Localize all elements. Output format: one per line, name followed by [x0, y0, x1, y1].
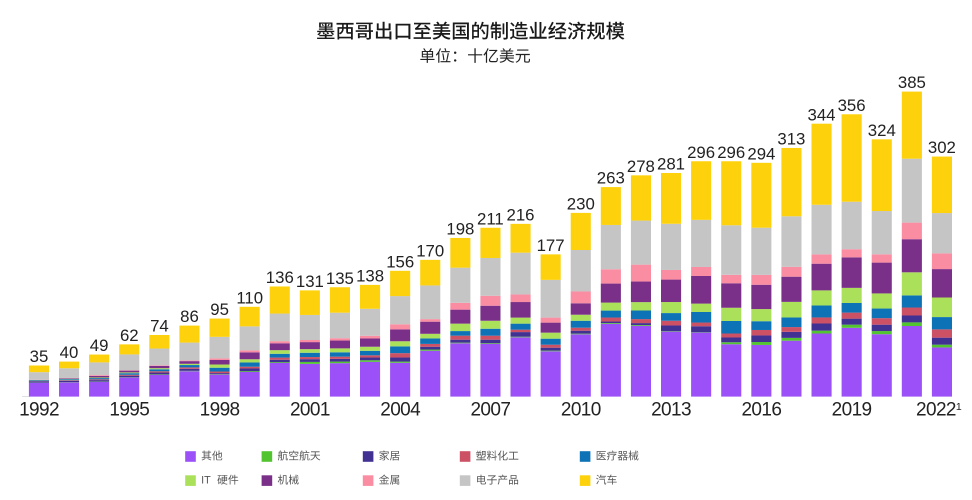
svg-text:138: 138 [356, 267, 384, 286]
svg-text:230: 230 [567, 195, 595, 214]
svg-text:211: 211 [477, 209, 504, 228]
svg-text:296: 296 [687, 143, 715, 162]
svg-text:136: 136 [266, 268, 294, 287]
svg-text:313: 313 [777, 130, 805, 149]
svg-text:177: 177 [537, 236, 565, 255]
svg-text:2013: 2013 [651, 400, 691, 421]
svg-text:110: 110 [236, 288, 263, 307]
svg-text:131: 131 [296, 272, 324, 291]
svg-text:198: 198 [446, 220, 474, 239]
svg-text:1998: 1998 [200, 400, 240, 421]
svg-text:302: 302 [928, 138, 956, 157]
svg-text:2010: 2010 [561, 400, 601, 421]
svg-text:40: 40 [60, 343, 79, 362]
svg-text:356: 356 [838, 96, 866, 115]
svg-text:20221: 20221 [916, 400, 962, 421]
svg-text:278: 278 [627, 157, 655, 176]
svg-text:324: 324 [868, 121, 896, 140]
svg-text:170: 170 [416, 242, 444, 261]
svg-text:2016: 2016 [741, 400, 781, 421]
svg-text:49: 49 [90, 336, 109, 355]
svg-text:294: 294 [747, 144, 775, 163]
svg-text:IT: IT [201, 475, 211, 487]
svg-text:74: 74 [150, 317, 169, 336]
svg-text:135: 135 [326, 269, 354, 288]
svg-text:2019: 2019 [832, 400, 872, 421]
svg-text:1995: 1995 [109, 400, 149, 421]
svg-text:344: 344 [808, 105, 836, 124]
svg-text:35: 35 [30, 347, 49, 366]
svg-text:95: 95 [210, 300, 229, 319]
svg-text:86: 86 [180, 307, 199, 326]
svg-text:2001: 2001 [290, 400, 330, 421]
svg-text:156: 156 [386, 252, 414, 271]
svg-text:296: 296 [717, 143, 745, 162]
svg-text:216: 216 [507, 206, 535, 225]
svg-text:281: 281 [657, 155, 685, 174]
svg-text:385: 385 [898, 73, 926, 92]
svg-text:1992: 1992 [19, 400, 59, 421]
svg-text:2007: 2007 [470, 400, 510, 421]
svg-text:62: 62 [120, 326, 139, 345]
svg-text:263: 263 [597, 169, 625, 188]
svg-text:2004: 2004 [380, 400, 421, 421]
